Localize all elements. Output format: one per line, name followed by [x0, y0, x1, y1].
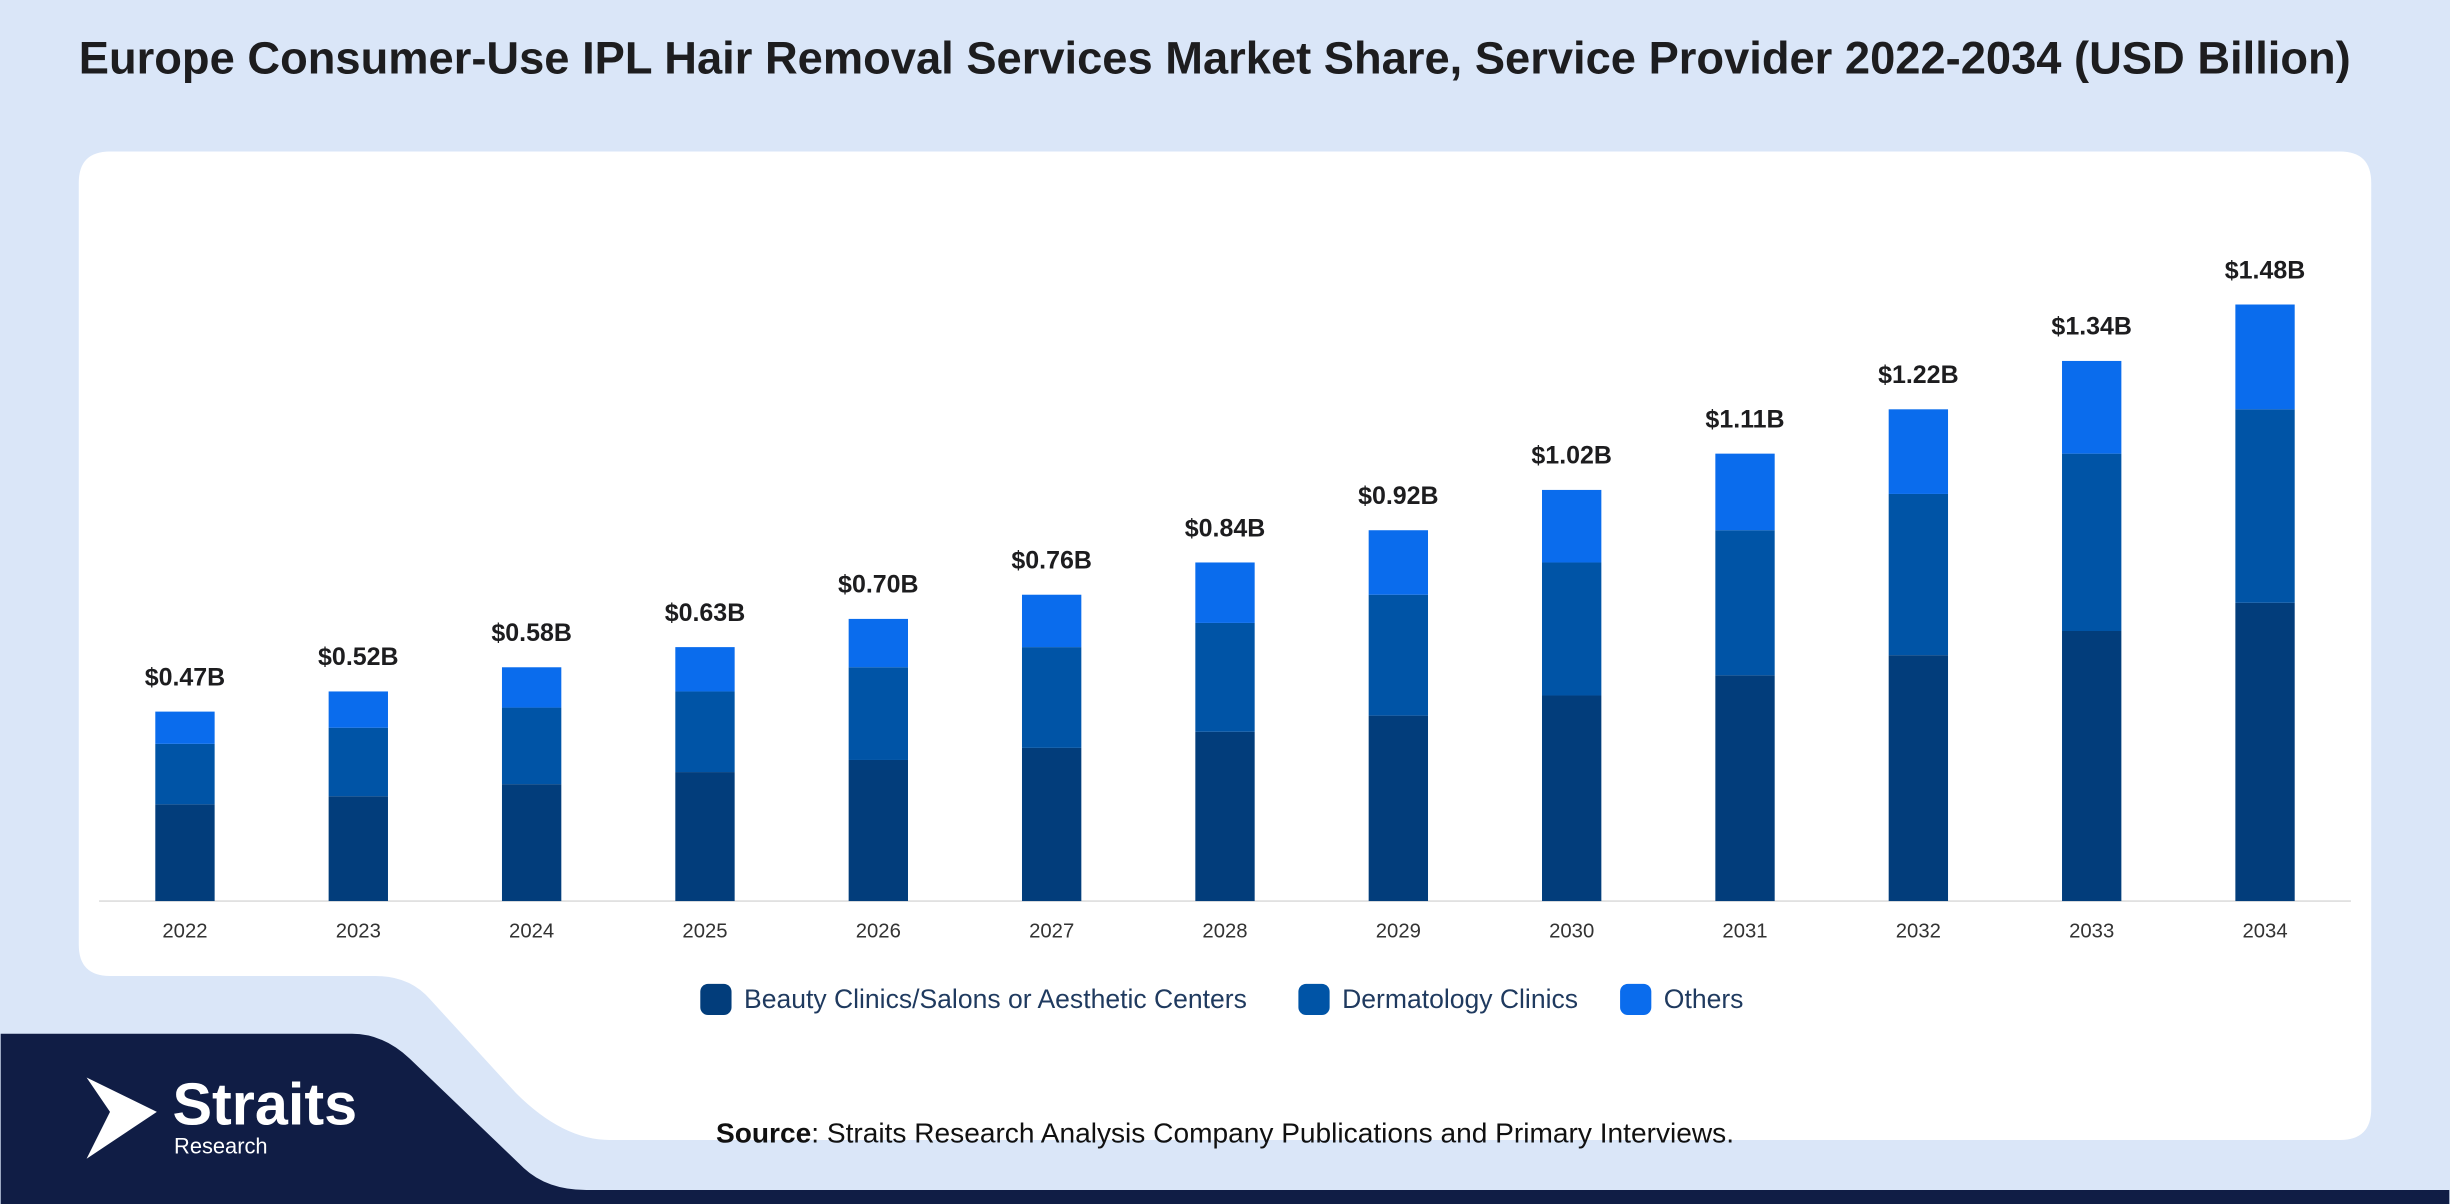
logo-name: Straits: [172, 1070, 357, 1137]
bar-segment: [848, 667, 908, 760]
total-label: $0.70B: [838, 571, 919, 599]
bar-segment: [328, 727, 388, 797]
bar-segment: [1368, 530, 1429, 595]
total-label: $0.52B: [318, 643, 399, 671]
bar-segment: [501, 667, 562, 708]
total-label: $1.11B: [1705, 405, 1784, 433]
bar-segment: [501, 707, 562, 785]
total-label: $1.34B: [2051, 313, 2132, 341]
bar-segment: [2062, 630, 2122, 902]
total-label: $0.47B: [145, 663, 226, 691]
bar-segment: [1195, 562, 1255, 623]
x-tick-label: 2029: [1376, 921, 1421, 943]
logo-sub: Research: [174, 1134, 268, 1159]
bar-segment: [848, 618, 908, 668]
bar-segment: [1715, 675, 1775, 902]
logo-mark: [86, 1077, 157, 1159]
footer-band: [0, 1033, 2450, 1204]
bar-segment: [1715, 453, 1775, 531]
x-tick-label: 2033: [2069, 921, 2114, 943]
legend-swatch: [1620, 983, 1652, 1016]
total-label: $1.48B: [2225, 256, 2306, 284]
bar-segment: [2235, 409, 2295, 603]
legend-swatch: [700, 983, 732, 1016]
x-tick-label: 2032: [1896, 921, 1941, 943]
bar-segment: [2235, 602, 2295, 902]
x-tick-label: 2025: [682, 921, 727, 943]
total-label: $0.63B: [665, 599, 746, 627]
bar-segment: [1542, 562, 1602, 696]
bar-segment: [1715, 530, 1775, 676]
legend-swatch: [1298, 983, 1330, 1016]
source-text: : Straits Research Analysis Company Publ…: [811, 1118, 1734, 1149]
title-box: Europe Consumer-Use IPL Hair Removal Ser…: [78, 34, 2351, 85]
total-label: $1.22B: [1878, 361, 1959, 389]
bar-segment: [2062, 453, 2122, 631]
chart-title: Europe Consumer-Use IPL Hair Removal Ser…: [78, 34, 2351, 85]
bar-segment: [1368, 715, 1429, 902]
bar-segment: [1888, 493, 1949, 656]
x-tick-label: 2026: [856, 921, 901, 943]
bar-segment: [848, 759, 908, 902]
bar-segment: [1888, 655, 1949, 902]
total-label: $0.58B: [491, 619, 572, 647]
legend-label: Beauty Clinics/Salons or Aesthetic Cente…: [744, 984, 1247, 1014]
bar-segment: [501, 784, 562, 902]
bar-segment: [1021, 647, 1082, 748]
bar-segment: [1542, 489, 1602, 563]
total-label: $0.84B: [1185, 514, 1266, 542]
x-tick-label: 2034: [2242, 921, 2287, 943]
bar-segment: [1021, 747, 1082, 902]
source-label: Source: [716, 1118, 811, 1149]
source: Source: Straits Research Analysis Compan…: [716, 1118, 1734, 1149]
legend-label: Others: [1664, 984, 1744, 1014]
bar-segment: [675, 647, 735, 692]
bar-segment: [155, 804, 215, 902]
x-tick-label: 2030: [1549, 921, 1594, 943]
x-tick-label: 2027: [1029, 921, 1074, 943]
bar-segment: [1195, 731, 1255, 902]
x-tick-label: 2023: [336, 921, 381, 943]
x-tick-label: 2031: [1722, 921, 1767, 943]
total-label: $1.02B: [1531, 442, 1612, 470]
bar-segment: [2235, 304, 2295, 410]
bar-segment: [2062, 360, 2122, 454]
bar-segment: [1368, 594, 1429, 716]
bar-segment: [675, 772, 735, 902]
bar-segment: [155, 743, 215, 805]
bar-segment: [675, 691, 735, 773]
x-tick-label: 2024: [509, 921, 554, 943]
bar-segment: [1195, 622, 1255, 732]
total-label: $0.76B: [1011, 547, 1092, 575]
bar-segment: [1542, 695, 1602, 902]
bar-segment: [1021, 594, 1082, 648]
bar-segment: [155, 711, 215, 744]
bar-segment: [328, 796, 388, 902]
total-label: $0.92B: [1358, 482, 1439, 510]
x-tick-label: 2022: [162, 921, 207, 943]
bar-segment: [328, 691, 388, 728]
legend-label: Dermatology Clinics: [1342, 984, 1578, 1014]
x-tick-label: 2028: [1202, 921, 1247, 943]
bar-segment: [1888, 409, 1949, 494]
